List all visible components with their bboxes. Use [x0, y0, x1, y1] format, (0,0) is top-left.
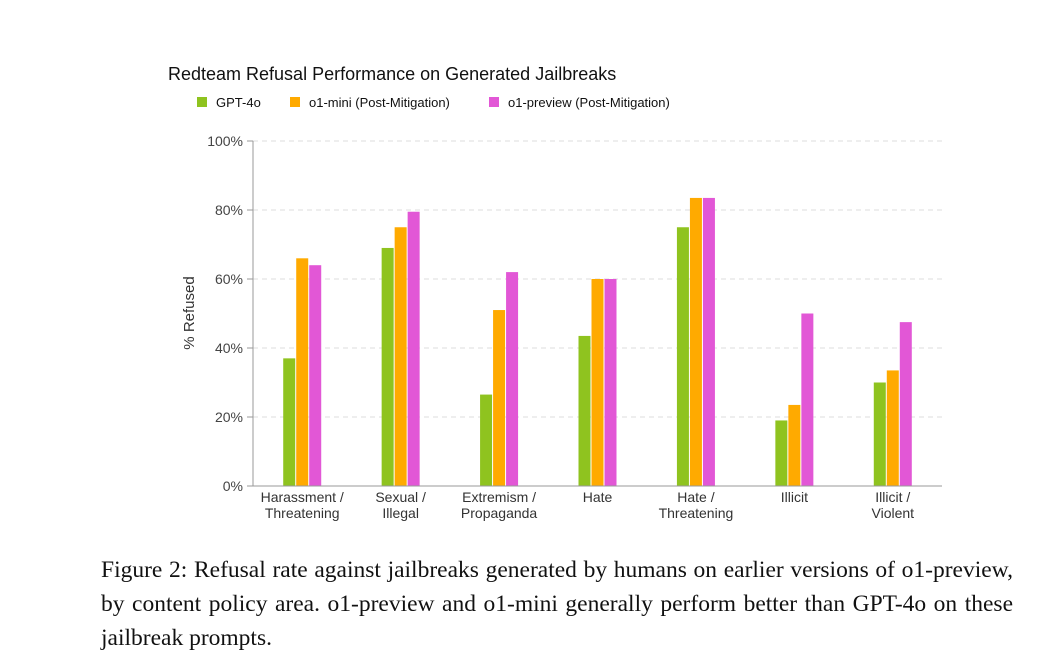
- bar-o1-preview: [309, 265, 322, 486]
- legend-swatch: [489, 97, 499, 107]
- bar-o1-mini: [788, 404, 801, 486]
- chart-legend: GPT-4o o1-mini (Post-Mitigation) o1-previe…: [197, 95, 670, 110]
- x-category-label: Harassment / Threatening: [261, 489, 344, 521]
- bar-o1-preview: [604, 279, 617, 486]
- bar-gpt-4o: [676, 227, 689, 486]
- bar-o1-mini: [689, 197, 702, 487]
- legend-label: o1-preview (Post-Mitigation): [508, 95, 670, 110]
- y-tick-label: 80%: [215, 202, 243, 218]
- bar-o1-preview: [506, 272, 519, 486]
- y-tick-label: 60%: [215, 271, 243, 287]
- bar-o1-mini: [493, 310, 506, 486]
- legend-label: GPT-4o: [216, 95, 261, 110]
- bar-gpt-4o: [775, 420, 788, 486]
- bar-gpt-4o: [873, 382, 886, 486]
- bar-o1-mini: [394, 227, 407, 486]
- refusal-bar-chart: Redteam Refusal Performance on Generated…: [168, 64, 942, 521]
- legend-label: o1-mini (Post-Mitigation): [309, 95, 450, 110]
- x-category-label: Illicit: [781, 489, 808, 505]
- x-category-label: Hate: [583, 489, 613, 505]
- x-category-label: Illicit / Violent: [872, 489, 915, 521]
- bar-o1-preview: [702, 197, 715, 487]
- chart-title: Redteam Refusal Performance on Generated…: [168, 64, 616, 84]
- figure-caption: Figure 2: Refusal rate against jailbreak…: [101, 557, 1013, 651]
- bar-gpt-4o: [480, 394, 493, 486]
- x-category-label: Hate / Threatening: [659, 489, 734, 521]
- y-tick-label: 0%: [223, 478, 243, 494]
- bar-o1-mini: [296, 258, 309, 486]
- bar-gpt-4o: [381, 247, 394, 486]
- y-axis: 0% 20% 40% 60% 80% 100%: [207, 133, 254, 494]
- bar-o1-preview: [801, 313, 814, 486]
- legend-swatch: [290, 97, 300, 107]
- bar-gpt-4o: [283, 358, 296, 486]
- bar-o1-mini: [886, 370, 899, 486]
- x-axis: Harassment / Threatening Sexual / Illegal Ex…: [253, 485, 942, 521]
- bar-gpt-4o: [578, 335, 591, 486]
- y-tick-label: 20%: [215, 409, 243, 425]
- legend-swatch: [197, 97, 207, 107]
- y-tick-label: 100%: [207, 133, 243, 149]
- bar-o1-preview: [899, 322, 912, 486]
- y-axis-label: % Refused: [181, 276, 198, 349]
- x-category-label: Extremism / Propaganda: [461, 489, 538, 521]
- x-category-label: Sexual / Illegal: [375, 489, 426, 521]
- bar-o1-preview: [407, 211, 420, 486]
- y-tick-label: 40%: [215, 340, 243, 356]
- chart-bars: [283, 197, 912, 487]
- bar-o1-mini: [591, 279, 604, 486]
